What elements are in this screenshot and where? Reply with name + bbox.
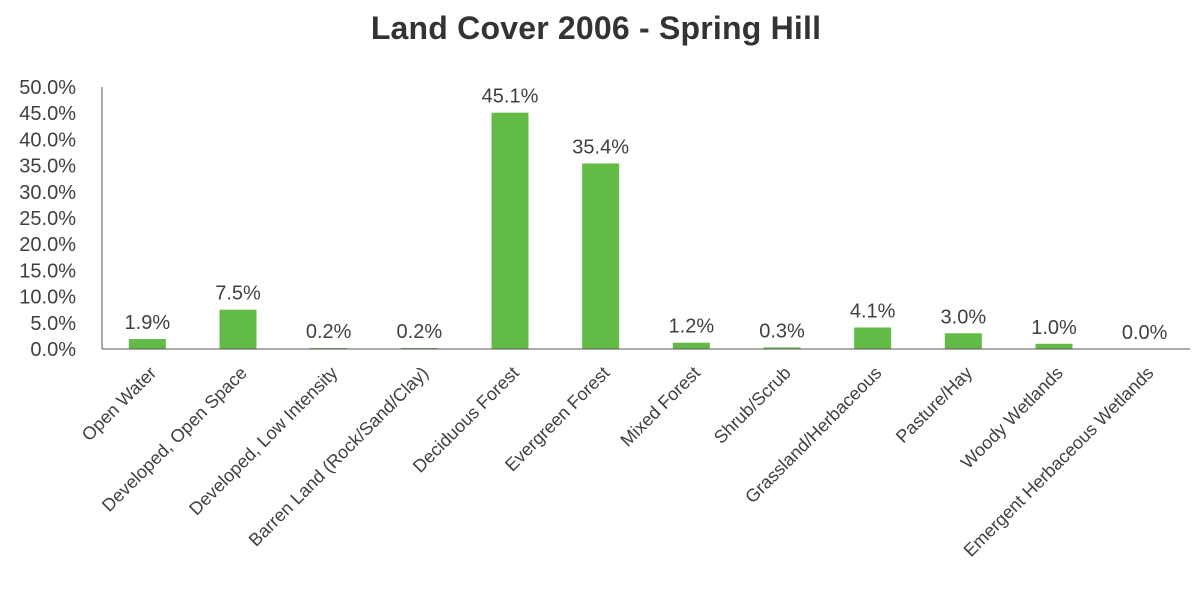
x-tick-label: Developed, Low Intensity <box>185 363 341 519</box>
y-tick-label: 10.0% <box>19 287 76 309</box>
bars <box>128 112 1073 350</box>
data-label: 0.2% <box>397 321 443 343</box>
bar <box>672 342 710 349</box>
y-tick-label: 0.0% <box>30 339 76 361</box>
bar <box>491 112 529 350</box>
y-tick-label: 40.0% <box>19 129 76 151</box>
bar <box>128 339 166 349</box>
data-label: 45.1% <box>482 86 539 108</box>
bar <box>219 309 257 349</box>
bar <box>763 347 801 349</box>
y-tick-label: 30.0% <box>19 182 76 204</box>
data-label: 7.5% <box>215 283 261 305</box>
bar <box>1035 343 1073 349</box>
bar <box>582 163 620 349</box>
bar <box>854 327 892 349</box>
data-label: 35.4% <box>572 137 629 159</box>
data-label: 1.9% <box>125 312 171 334</box>
y-tick-label: 45.0% <box>19 103 76 125</box>
y-axis-ticks: 0.0% 5.0% 10.0% 15.0% 20.0% 25.0% 30.0% 35.0% 40… <box>19 77 76 361</box>
data-label: 0.0% <box>1122 322 1168 344</box>
x-tick-label: Barren Land (Rock/Sand/Clay) <box>245 363 432 550</box>
x-tick-label: Pasture/Hay <box>892 363 976 447</box>
data-label: 1.2% <box>669 316 715 338</box>
axes <box>101 87 1190 350</box>
bar <box>400 347 438 349</box>
x-tick-label: Shrub/Scrub <box>710 363 795 448</box>
x-tick-label: Developed, Open Space <box>98 363 251 516</box>
data-label: 4.1% <box>850 301 896 323</box>
x-tick-label: Emergent Herbaceous Wetlands <box>960 363 1158 561</box>
x-tick-label: Open Water <box>78 363 160 445</box>
y-tick-label: 20.0% <box>19 234 76 256</box>
y-tick-label: 50.0% <box>19 77 76 99</box>
data-label: 3.0% <box>941 306 987 328</box>
chart-title: Land Cover 2006 - Spring Hill <box>370 10 822 46</box>
y-tick-label: 25.0% <box>19 208 76 230</box>
y-tick-label: 5.0% <box>30 313 76 335</box>
data-labels: 1.9% 7.5% 0.2% 0.2% 45.1% 35.4% 1.2% 0.3% 4.1% 3.… <box>125 86 1168 344</box>
data-label: 0.2% <box>306 321 352 343</box>
bar <box>944 333 982 349</box>
x-tick-label: Mixed Forest <box>616 363 704 451</box>
y-tick-label: 35.0% <box>19 156 76 178</box>
data-label: 1.0% <box>1031 317 1077 339</box>
y-tick-label: 15.0% <box>19 260 76 282</box>
data-label: 0.3% <box>759 320 805 342</box>
bar <box>310 347 348 349</box>
